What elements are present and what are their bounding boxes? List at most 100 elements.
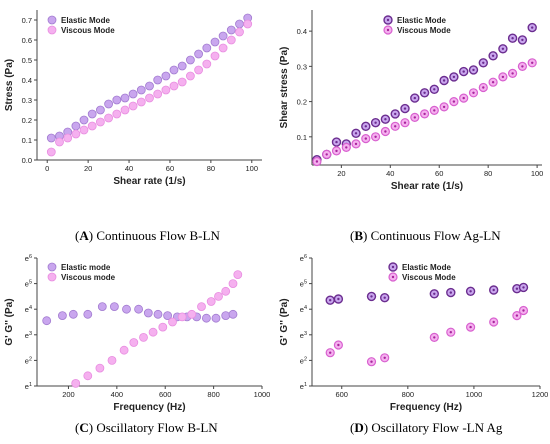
- data-point: [218, 43, 228, 53]
- data-point-center: [354, 142, 358, 146]
- data-point: [139, 332, 148, 342]
- legend-label: Viscous mode: [61, 273, 116, 282]
- legend-label: Elastic Mode: [397, 16, 446, 25]
- data-point: [104, 113, 113, 123]
- data-point-center: [403, 107, 407, 110]
- data-point: [87, 121, 97, 131]
- data-point-center: [491, 54, 495, 57]
- y-tick-label: e3: [25, 331, 32, 340]
- data-point-center: [384, 118, 387, 121]
- data-point-center: [511, 72, 514, 75]
- data-point-center: [413, 96, 416, 100]
- data-point-center: [394, 125, 397, 128]
- x-tick-label: 80: [207, 164, 215, 173]
- data-point: [168, 317, 177, 327]
- legend-marker-center: [391, 275, 395, 279]
- x-tick-label: 1000: [466, 390, 483, 399]
- data-point-center: [364, 125, 367, 128]
- data-point-center: [315, 160, 319, 163]
- x-tick-label: 40: [125, 164, 133, 173]
- x-tick-label: 100: [531, 169, 544, 178]
- data-point-center: [521, 38, 524, 42]
- y-tick-label: 0.2: [22, 116, 32, 125]
- data-point-center: [452, 100, 456, 103]
- y-tick-label: 0.1: [22, 136, 32, 145]
- data-point: [161, 85, 171, 95]
- data-point: [194, 65, 204, 75]
- data-point: [201, 313, 211, 323]
- data-point: [107, 355, 117, 365]
- data-point: [235, 27, 244, 37]
- legend-label: Elastic Mode: [402, 263, 451, 272]
- x-axis-label: Frequency (Hz): [390, 402, 462, 413]
- data-point: [243, 19, 253, 29]
- data-point-center: [394, 112, 397, 116]
- x-tick-label: 40: [386, 169, 394, 178]
- data-point-center: [442, 79, 446, 82]
- data-point-center: [374, 121, 377, 124]
- data-point: [177, 312, 187, 322]
- data-point-center: [433, 336, 436, 339]
- y-tick-label: 0.7: [22, 16, 32, 25]
- x-axis-label: Shear rate (1/s): [391, 181, 463, 192]
- series-viscous: [312, 58, 537, 167]
- x-tick-label: 1200: [532, 390, 549, 399]
- data-point: [187, 309, 197, 319]
- panel-caption: (C) Oscillatory Flow B-LN: [75, 420, 218, 435]
- panel-caption: (A) Continuous Flow B-LN: [75, 228, 220, 243]
- y-tick-label: e2: [300, 356, 307, 365]
- data-point: [169, 65, 179, 75]
- data-point-center: [335, 149, 338, 153]
- data-point-center: [354, 132, 358, 135]
- data-point-center: [345, 146, 348, 149]
- data-point: [134, 304, 144, 314]
- x-tick-label: 600: [335, 390, 348, 399]
- data-point: [129, 338, 139, 347]
- data-point: [71, 121, 81, 131]
- data-point: [96, 105, 105, 115]
- x-tick-label: 20: [84, 164, 92, 173]
- data-point: [153, 75, 163, 85]
- data-point-center: [492, 320, 495, 324]
- chart-panel-b: 20 40 60 80 100 0.1 0.2 0.3 0.4 Shear rate (1/s) S…: [279, 10, 543, 243]
- data-point: [210, 37, 220, 47]
- legend-label: Viscous Mode: [402, 273, 456, 282]
- data-point: [104, 99, 113, 109]
- data-point: [83, 309, 93, 319]
- y-tick-label: e2: [25, 356, 32, 365]
- data-point-center: [433, 292, 436, 295]
- data-point: [120, 93, 130, 103]
- data-point-center: [337, 297, 340, 301]
- data-point: [148, 327, 158, 337]
- x-tick-label: 1000: [254, 390, 271, 399]
- data-point: [206, 297, 216, 306]
- data-point-center: [452, 75, 456, 79]
- data-point-center: [469, 290, 472, 293]
- x-tick-label: 20: [337, 169, 345, 178]
- data-point-center: [531, 26, 534, 29]
- data-point: [95, 363, 105, 373]
- data-point-center: [383, 356, 386, 359]
- data-point-center: [462, 96, 465, 100]
- data-point-center: [433, 88, 436, 91]
- data-point: [185, 55, 195, 65]
- series-elastic: [325, 282, 529, 305]
- data-point: [128, 101, 138, 111]
- data-point-center: [469, 325, 472, 329]
- data-point-center: [511, 37, 514, 40]
- data-point-center: [501, 47, 505, 50]
- data-point: [46, 147, 56, 157]
- data-point-center: [370, 295, 373, 298]
- data-point-center: [384, 130, 387, 133]
- legend-label: Elastic mode: [61, 263, 111, 272]
- data-point-center: [433, 109, 436, 112]
- y-tick-label: e3: [300, 331, 307, 340]
- data-point: [112, 95, 122, 105]
- chart-panel-d: 600 800 1000 1200 e1 e2 e3 e4 e5 e6 Frequency (Hz)…: [279, 254, 548, 435]
- data-point: [228, 309, 238, 319]
- y-tick-label: 0.6: [22, 36, 32, 45]
- y-tick-label: e6: [300, 254, 307, 263]
- legend-marker-center: [391, 265, 395, 269]
- x-tick-label: 100: [246, 164, 259, 173]
